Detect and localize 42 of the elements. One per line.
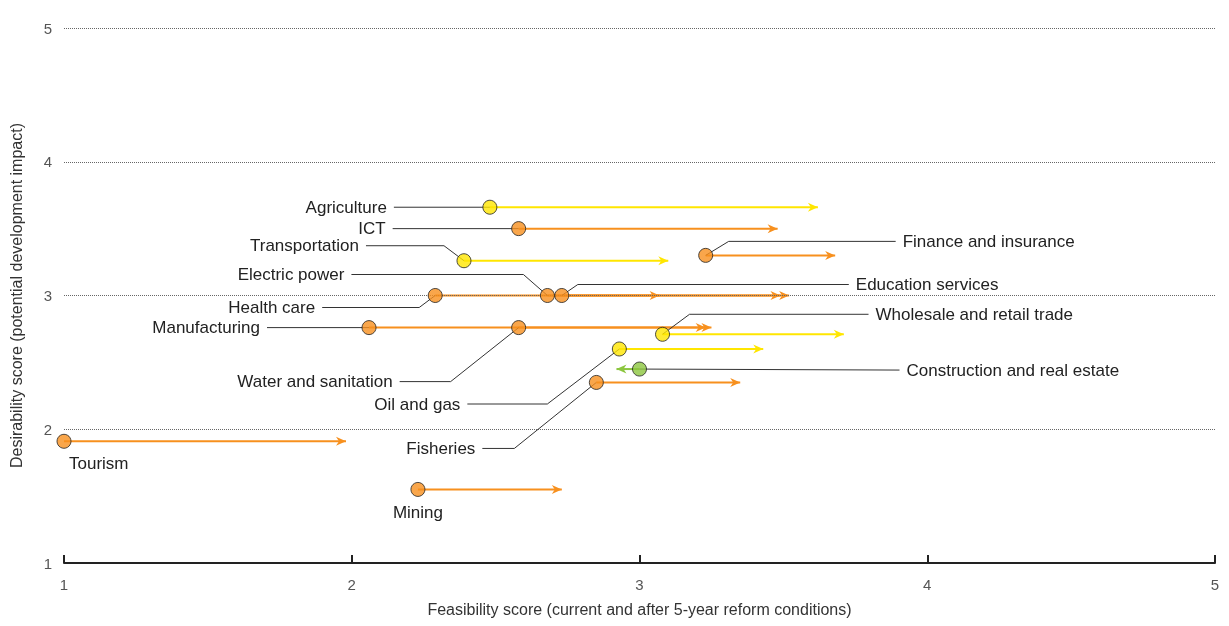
y-tick-label: 2 bbox=[43, 420, 52, 438]
x-tick-label: 5 bbox=[1210, 576, 1220, 593]
annotation: Tourism bbox=[69, 453, 129, 473]
annotation: Agriculture bbox=[305, 197, 387, 217]
annotation: ICT bbox=[358, 219, 386, 239]
point bbox=[361, 320, 377, 336]
x-tick-label: 2 bbox=[347, 576, 356, 593]
x-tick-label: 3 bbox=[635, 576, 644, 593]
annotation: Electric power bbox=[237, 265, 345, 284]
annotation: Fisheries bbox=[406, 438, 476, 458]
annotation: Finance and insurance bbox=[902, 231, 1075, 251]
point bbox=[427, 288, 443, 303]
annotation: Construction and real estate bbox=[906, 360, 1120, 380]
annotation: Education services bbox=[855, 275, 999, 294]
point bbox=[655, 326, 671, 342]
point bbox=[632, 361, 647, 377]
annotation: Mining bbox=[392, 502, 443, 522]
point bbox=[56, 433, 72, 449]
x-axis-title: Feasibility score (current and after 5-year reform conditions) bbox=[427, 600, 852, 618]
annotation: Oil and gas bbox=[374, 394, 461, 414]
x-tick-label: 1 bbox=[59, 576, 69, 593]
point bbox=[456, 253, 472, 269]
annotation: Health care bbox=[228, 298, 316, 317]
point bbox=[511, 221, 527, 237]
point bbox=[588, 374, 604, 390]
point bbox=[611, 341, 627, 357]
annotation: Transportation bbox=[249, 236, 359, 256]
point bbox=[482, 199, 498, 215]
y-tick-label: 4 bbox=[43, 153, 52, 171]
y-tick-label: 3 bbox=[43, 287, 52, 304]
x-tick-label: 4 bbox=[923, 576, 932, 593]
y-tick-label: 5 bbox=[43, 19, 52, 37]
point bbox=[698, 247, 714, 263]
annotation: Wholesale and retail trade bbox=[875, 304, 1074, 324]
annotation: Manufacturing bbox=[152, 318, 261, 338]
point bbox=[511, 320, 527, 336]
annotation: Water and sanitation bbox=[237, 372, 393, 392]
y-tick-label: 1 bbox=[43, 554, 52, 572]
point bbox=[410, 481, 426, 497]
point bbox=[554, 288, 570, 303]
y-axis-title: Desirability score (potential development impact) bbox=[7, 122, 25, 469]
point bbox=[539, 288, 555, 303]
